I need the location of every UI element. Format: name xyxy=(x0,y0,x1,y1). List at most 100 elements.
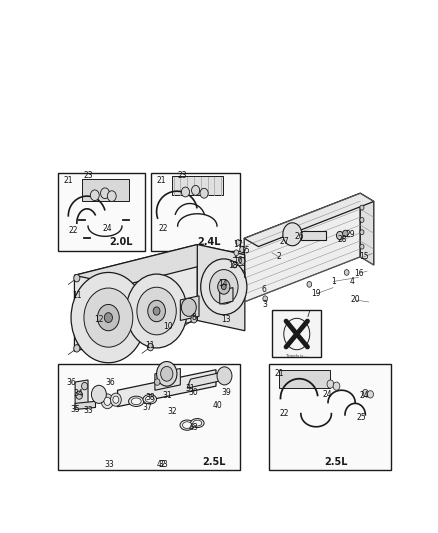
Polygon shape xyxy=(220,288,233,304)
Text: 23: 23 xyxy=(84,171,93,180)
Circle shape xyxy=(161,366,173,381)
Circle shape xyxy=(283,223,302,246)
Circle shape xyxy=(236,240,240,245)
Text: 2: 2 xyxy=(276,252,281,261)
Text: 19: 19 xyxy=(311,289,321,298)
Polygon shape xyxy=(244,193,374,247)
Circle shape xyxy=(126,274,187,348)
Polygon shape xyxy=(180,296,199,320)
Text: 25: 25 xyxy=(356,413,366,422)
Text: 16: 16 xyxy=(233,256,243,265)
Text: 22: 22 xyxy=(279,409,289,418)
Text: 3: 3 xyxy=(263,300,268,309)
Circle shape xyxy=(113,396,119,403)
Circle shape xyxy=(84,288,133,347)
Bar xyxy=(58,173,145,251)
Circle shape xyxy=(360,205,364,210)
Circle shape xyxy=(98,304,119,330)
Text: 2.5L: 2.5L xyxy=(202,457,226,467)
Ellipse shape xyxy=(131,398,141,405)
Circle shape xyxy=(74,345,80,352)
Circle shape xyxy=(307,281,312,287)
Text: 30: 30 xyxy=(188,388,198,397)
Text: 20: 20 xyxy=(350,295,360,304)
Circle shape xyxy=(333,382,340,390)
Circle shape xyxy=(240,270,245,277)
Circle shape xyxy=(81,383,88,390)
Text: 4: 4 xyxy=(350,277,354,286)
Text: 10: 10 xyxy=(164,322,173,331)
Text: 37: 37 xyxy=(142,403,152,412)
Text: 33: 33 xyxy=(84,406,94,415)
Ellipse shape xyxy=(191,418,204,427)
Text: 2.0L: 2.0L xyxy=(109,237,133,247)
Text: 18: 18 xyxy=(228,261,238,270)
Circle shape xyxy=(104,397,111,406)
Text: 11: 11 xyxy=(72,292,81,300)
Circle shape xyxy=(263,296,268,302)
Text: 7: 7 xyxy=(305,310,310,319)
Text: 34: 34 xyxy=(74,389,83,398)
Polygon shape xyxy=(360,193,374,265)
Ellipse shape xyxy=(193,420,202,426)
Circle shape xyxy=(209,270,238,304)
Circle shape xyxy=(222,284,226,290)
Circle shape xyxy=(107,191,116,201)
Circle shape xyxy=(137,287,176,335)
Text: 26: 26 xyxy=(294,232,304,241)
Circle shape xyxy=(74,274,80,282)
Circle shape xyxy=(71,272,146,363)
Text: 31: 31 xyxy=(162,391,172,400)
Ellipse shape xyxy=(180,420,194,430)
Bar xyxy=(58,364,240,470)
Text: 21: 21 xyxy=(64,176,73,185)
Text: 33: 33 xyxy=(105,460,115,469)
Circle shape xyxy=(360,244,364,249)
Text: 24: 24 xyxy=(360,391,369,400)
Circle shape xyxy=(148,301,166,322)
Text: 2.4L: 2.4L xyxy=(198,237,221,247)
Text: 35: 35 xyxy=(70,405,80,414)
Text: 16: 16 xyxy=(354,269,364,278)
Circle shape xyxy=(110,393,121,406)
Circle shape xyxy=(181,187,190,197)
Polygon shape xyxy=(197,245,245,330)
Circle shape xyxy=(157,361,177,386)
Circle shape xyxy=(344,270,349,276)
Text: 21: 21 xyxy=(274,369,283,378)
Circle shape xyxy=(240,284,245,291)
Text: 8: 8 xyxy=(191,313,196,322)
Text: 24: 24 xyxy=(322,390,332,399)
Bar xyxy=(268,364,391,470)
Text: 40: 40 xyxy=(212,401,222,410)
Circle shape xyxy=(360,217,364,222)
Text: 13: 13 xyxy=(221,314,231,324)
Circle shape xyxy=(101,188,110,199)
Text: 17: 17 xyxy=(233,240,243,249)
Polygon shape xyxy=(75,380,88,409)
Circle shape xyxy=(217,367,232,385)
Text: 6: 6 xyxy=(261,285,266,294)
Text: 28: 28 xyxy=(338,235,347,244)
Polygon shape xyxy=(187,371,228,388)
Circle shape xyxy=(92,385,106,403)
Text: 24: 24 xyxy=(102,224,112,233)
Text: 39: 39 xyxy=(221,388,231,397)
Circle shape xyxy=(76,391,83,399)
Polygon shape xyxy=(279,370,330,388)
Circle shape xyxy=(148,343,154,351)
Polygon shape xyxy=(117,370,216,407)
Circle shape xyxy=(155,379,160,385)
Bar xyxy=(272,310,321,358)
Circle shape xyxy=(181,298,196,317)
Text: 36: 36 xyxy=(67,377,77,386)
Circle shape xyxy=(327,380,334,388)
Text: 29: 29 xyxy=(346,230,356,239)
Circle shape xyxy=(200,188,208,198)
Circle shape xyxy=(240,257,245,264)
Text: 36: 36 xyxy=(105,377,115,386)
Circle shape xyxy=(343,230,348,237)
Polygon shape xyxy=(74,245,245,286)
Circle shape xyxy=(90,190,99,200)
Polygon shape xyxy=(172,175,223,195)
